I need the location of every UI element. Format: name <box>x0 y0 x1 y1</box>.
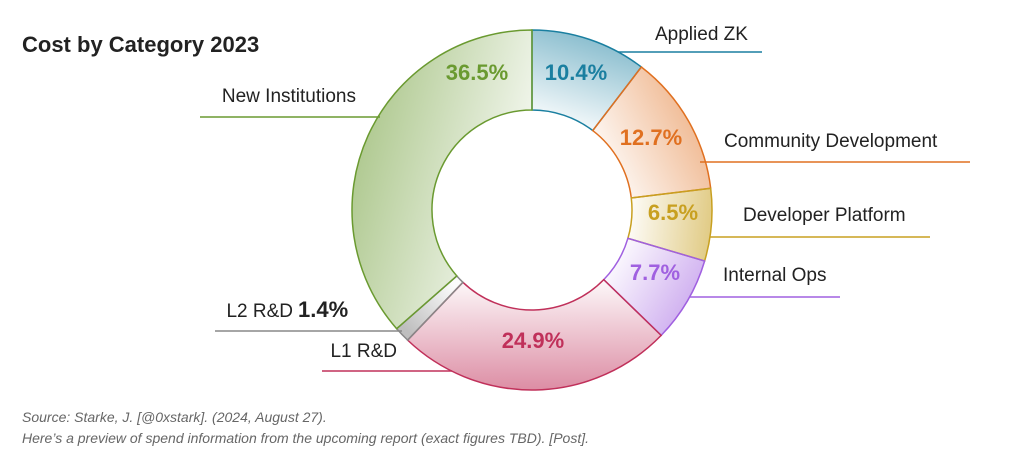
category-label: Community Development <box>724 131 938 152</box>
donut-segment <box>351 29 533 330</box>
category-label: New Institutions <box>222 86 356 107</box>
source-line: Source: Starke, J. [@0xstark]. (2024, Au… <box>22 409 327 425</box>
category-label: Developer Platform <box>743 205 906 226</box>
value-label: 36.5% <box>446 60 508 85</box>
value-label: 6.5% <box>648 200 698 225</box>
value-label: 12.7% <box>620 125 682 150</box>
donut-segment <box>406 278 663 391</box>
value-label: 10.4% <box>545 60 607 85</box>
category-label: Internal Ops <box>723 265 827 286</box>
category-label: L1 R&D <box>330 341 397 362</box>
value-label: 1.4% <box>298 297 348 322</box>
chart-title: Cost by Category 2023 <box>22 32 259 57</box>
category-label: Applied ZK <box>655 24 748 45</box>
category-label: L2 R&D <box>226 301 293 322</box>
value-label: 24.9% <box>502 328 564 353</box>
source-line: Here’s a preview of spend information fr… <box>22 430 589 446</box>
value-label: 7.7% <box>630 260 680 285</box>
